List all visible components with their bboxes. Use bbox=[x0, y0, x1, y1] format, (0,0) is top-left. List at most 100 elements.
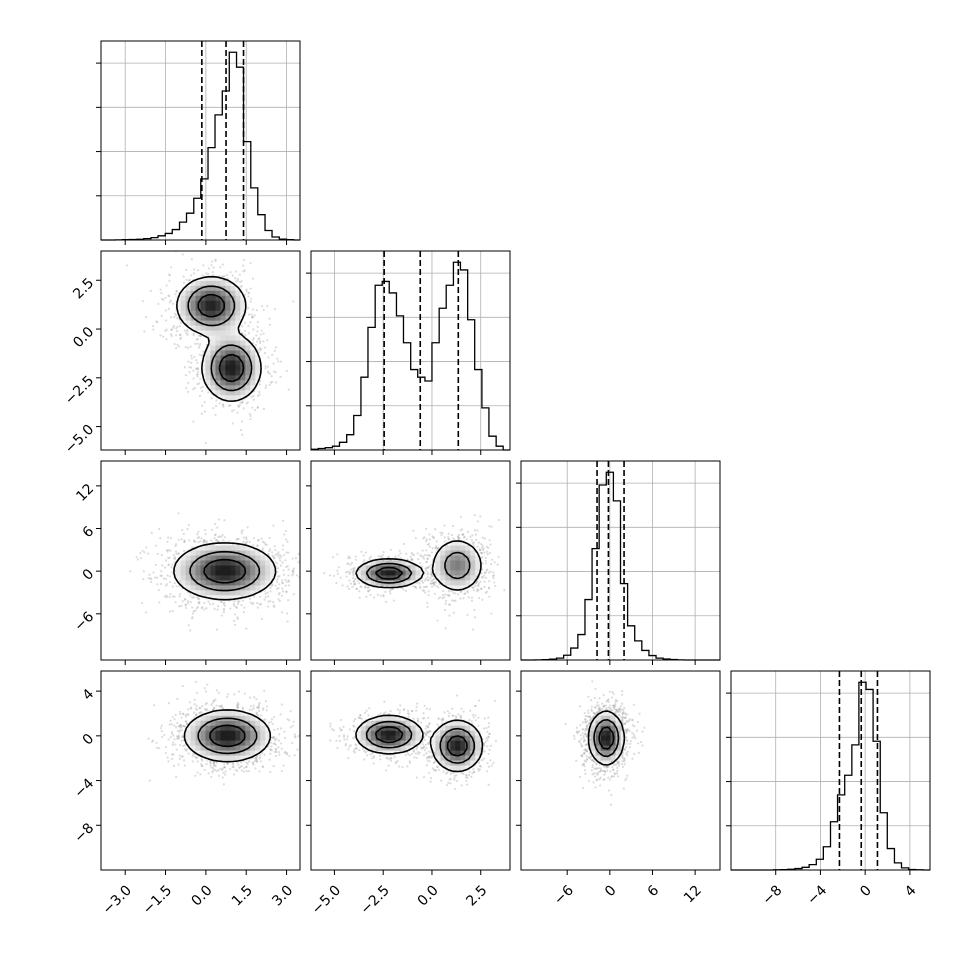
scatter-point bbox=[242, 265, 244, 267]
scatter-point bbox=[182, 600, 184, 602]
scatter-point bbox=[422, 549, 424, 551]
scatter-point bbox=[467, 531, 469, 533]
scatter-point bbox=[494, 561, 496, 563]
scatter-point bbox=[389, 592, 391, 594]
scatter-point bbox=[443, 596, 445, 598]
scatter-point bbox=[183, 276, 185, 278]
density-cell bbox=[205, 331, 210, 336]
scatter-point bbox=[161, 315, 163, 317]
scatter-point bbox=[170, 333, 172, 335]
scatter-point bbox=[355, 559, 357, 561]
scatter-point bbox=[380, 595, 382, 597]
density-cell bbox=[255, 585, 260, 590]
scatter-point bbox=[191, 357, 193, 359]
scatter-point bbox=[240, 429, 242, 431]
scatter-point bbox=[241, 285, 243, 287]
scatter-point bbox=[184, 604, 186, 606]
density-cell bbox=[240, 546, 245, 551]
density-cell bbox=[215, 341, 220, 346]
scatter-point bbox=[249, 598, 251, 600]
scatter-point bbox=[174, 545, 176, 547]
scatter-point bbox=[143, 570, 145, 572]
scatter-point bbox=[256, 341, 258, 343]
scatter-point bbox=[435, 585, 437, 587]
scatter-point bbox=[198, 536, 200, 538]
scatter-point bbox=[296, 574, 298, 576]
scatter-point bbox=[261, 538, 263, 540]
density-cell bbox=[470, 575, 475, 580]
scatter-point bbox=[481, 599, 483, 601]
scatter-point bbox=[431, 580, 433, 582]
scatter-point bbox=[275, 381, 277, 383]
density-cell bbox=[435, 561, 440, 566]
scatter-point bbox=[478, 583, 480, 585]
scatter-point bbox=[234, 277, 236, 279]
scatter-point bbox=[369, 589, 371, 591]
density-cell bbox=[210, 311, 215, 316]
scatter-point bbox=[269, 384, 271, 386]
scatter-panel-0 bbox=[96, 233, 300, 456]
density-cell bbox=[210, 341, 215, 346]
scatter-point bbox=[426, 573, 428, 575]
density-cell bbox=[250, 551, 255, 556]
scatter-point bbox=[259, 603, 261, 605]
scatter-point bbox=[263, 332, 265, 334]
scatter-point bbox=[253, 595, 255, 597]
scatter-point bbox=[257, 544, 259, 546]
scatter-point bbox=[243, 407, 245, 409]
scatter-point bbox=[402, 588, 404, 590]
scatter-point bbox=[185, 607, 187, 609]
scatter-point bbox=[288, 569, 290, 571]
scatter-point bbox=[269, 590, 271, 592]
scatter-point bbox=[430, 582, 432, 584]
scatter-point bbox=[281, 595, 283, 597]
scatter-point bbox=[445, 600, 447, 602]
scatter-point bbox=[429, 538, 431, 540]
scatter-point bbox=[411, 558, 413, 560]
scatter-point bbox=[307, 607, 309, 609]
scatter-point bbox=[197, 541, 199, 543]
density-cell bbox=[260, 570, 265, 575]
scatter-point bbox=[241, 420, 243, 422]
scatter-point bbox=[169, 593, 171, 595]
scatter-point bbox=[143, 551, 145, 553]
scatter-point bbox=[183, 541, 185, 543]
scatter-point bbox=[277, 360, 279, 362]
density-cell bbox=[210, 556, 215, 561]
density-cell bbox=[201, 590, 206, 595]
density-cell bbox=[225, 336, 230, 341]
scatter-point bbox=[188, 539, 190, 541]
scatter-point bbox=[197, 531, 199, 533]
scatter-point bbox=[488, 596, 490, 598]
scatter-point bbox=[353, 581, 355, 583]
scatter-point bbox=[158, 601, 160, 603]
density-cell bbox=[440, 570, 445, 575]
scatter-point bbox=[258, 539, 260, 541]
scatter-point bbox=[444, 593, 446, 595]
scatter-point bbox=[233, 605, 235, 607]
scatter-point bbox=[196, 705, 198, 707]
scatter-point bbox=[256, 330, 258, 332]
scatter-point bbox=[277, 555, 279, 557]
scatter-point bbox=[157, 303, 159, 305]
scatter-point bbox=[301, 563, 303, 565]
density-cell bbox=[210, 301, 215, 306]
scatter-point bbox=[428, 594, 430, 596]
density-cell bbox=[186, 580, 191, 585]
density-cell bbox=[181, 306, 186, 311]
scatter-point bbox=[460, 516, 462, 518]
scatter-point bbox=[173, 557, 175, 559]
scatter-point bbox=[267, 600, 269, 602]
scatter-point bbox=[253, 337, 255, 339]
scatter-point bbox=[215, 533, 217, 535]
scatter-point bbox=[191, 258, 193, 260]
scatter-point bbox=[190, 274, 192, 276]
scatter-point bbox=[482, 547, 484, 549]
scatter-point bbox=[202, 386, 204, 388]
scatter-point bbox=[139, 552, 141, 554]
scatter-point bbox=[179, 711, 181, 713]
density-cell bbox=[225, 561, 230, 566]
scatter-point bbox=[431, 586, 433, 588]
density-cell bbox=[191, 585, 196, 590]
scatter-point bbox=[439, 596, 441, 598]
